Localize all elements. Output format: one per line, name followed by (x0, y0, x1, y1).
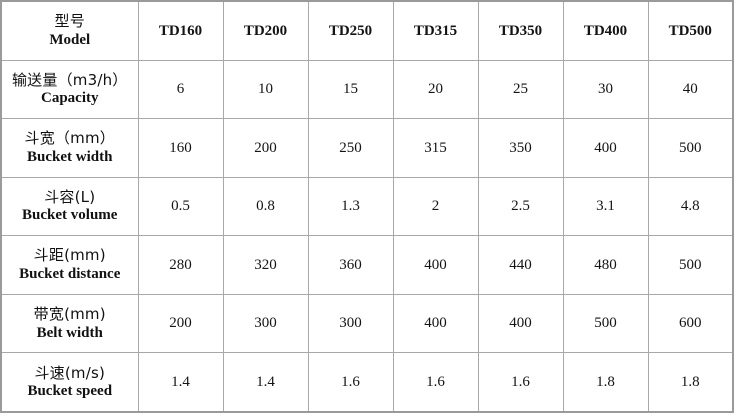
cell-belt-width-td500: 600 (647, 293, 734, 354)
table-row-capacity: 输送量（m3/h） Capacity 6 10 15 20 25 30 40 (0, 59, 734, 120)
row-label-en: Belt width (36, 324, 103, 341)
cell-bucket-speed-td160: 1.4 (137, 352, 224, 413)
table-row-bucket-width: 斗宽（mm） Bucket width 160 200 250 315 350 … (0, 118, 734, 178)
table-row-bucket-volume: 斗容(L) Bucket volume 0.5 0.8 1.3 2 2.5 3.… (0, 176, 734, 237)
bucket-elevator-spec-table: 型号 Model TD160 TD200 TD250 TD315 TD350 T… (0, 0, 734, 413)
row-label-cn: 输送量（m3/h） (11, 70, 128, 89)
cell-bucket-distance-td160: 280 (137, 235, 224, 295)
cell-bucket-width-td200: 200 (222, 118, 309, 178)
cell-capacity-td160: 6 (137, 59, 224, 120)
cell-bucket-width-td250: 250 (307, 118, 394, 178)
cell-bucket-volume-td315: 2 (392, 176, 479, 237)
cell-belt-width-td315: 400 (392, 293, 479, 354)
row-label-cn: 斗速(m/s) (34, 363, 106, 382)
header-model-td250: TD250 (307, 0, 394, 61)
cell-bucket-volume-td400: 3.1 (562, 176, 649, 237)
cell-capacity-td250: 15 (307, 59, 394, 120)
cell-belt-width-td160: 200 (137, 293, 224, 354)
header-label-cell: 型号 Model (0, 0, 139, 61)
row-label-cn: 斗宽（mm） (24, 129, 115, 148)
cell-bucket-width-td315: 315 (392, 118, 479, 178)
row-label-bucket-volume: 斗容(L) Bucket volume (0, 176, 139, 237)
cell-bucket-distance-td350: 440 (477, 235, 564, 295)
cell-bucket-volume-td500: 4.8 (647, 176, 734, 237)
cell-capacity-td200: 10 (222, 59, 309, 120)
table-row-belt-width: 带宽(mm) Belt width 200 300 300 400 400 50… (0, 293, 734, 354)
row-label-en: Bucket width (27, 148, 113, 165)
header-label-cn: 型号 (54, 12, 85, 31)
header-model-td160: TD160 (137, 0, 224, 61)
row-label-en: Capacity (41, 90, 99, 107)
cell-bucket-volume-td250: 1.3 (307, 176, 394, 237)
cell-bucket-speed-td315: 1.6 (392, 352, 479, 413)
cell-bucket-distance-td200: 320 (222, 235, 309, 295)
row-label-capacity: 输送量（m3/h） Capacity (0, 59, 139, 120)
row-label-cn: 带宽(mm) (33, 304, 106, 323)
cell-bucket-volume-td200: 0.8 (222, 176, 309, 237)
table-header-row: 型号 Model TD160 TD200 TD250 TD315 TD350 T… (0, 0, 734, 61)
header-model-td400: TD400 (562, 0, 649, 61)
table-row-bucket-speed: 斗速(m/s) Bucket speed 1.4 1.4 1.6 1.6 1.6… (0, 352, 734, 413)
row-label-bucket-speed: 斗速(m/s) Bucket speed (0, 352, 139, 413)
cell-bucket-speed-td400: 1.8 (562, 352, 649, 413)
row-label-belt-width: 带宽(mm) Belt width (0, 293, 139, 354)
cell-bucket-width-td350: 350 (477, 118, 564, 178)
cell-bucket-distance-td400: 480 (562, 235, 649, 295)
header-model-td350: TD350 (477, 0, 564, 61)
cell-bucket-volume-td350: 2.5 (477, 176, 564, 237)
header-model-td500: TD500 (647, 0, 734, 61)
cell-belt-width-td250: 300 (307, 293, 394, 354)
row-label-bucket-width: 斗宽（mm） Bucket width (0, 118, 139, 178)
cell-bucket-distance-td500: 500 (647, 235, 734, 295)
row-label-bucket-distance: 斗距(mm) Bucket distance (0, 235, 139, 295)
header-model-td200: TD200 (222, 0, 309, 61)
row-label-en: Bucket distance (19, 266, 121, 282)
cell-belt-width-td200: 300 (222, 293, 309, 354)
cell-bucket-speed-td250: 1.6 (307, 352, 394, 413)
cell-bucket-speed-td200: 1.4 (222, 352, 309, 413)
row-label-en: Bucket speed (27, 383, 113, 400)
cell-belt-width-td400: 500 (562, 293, 649, 354)
cell-bucket-distance-td250: 360 (307, 235, 394, 295)
cell-bucket-width-td160: 160 (137, 118, 224, 178)
cell-bucket-speed-td500: 1.8 (647, 352, 734, 413)
header-model-td315: TD315 (392, 0, 479, 61)
cell-bucket-volume-td160: 0.5 (137, 176, 224, 237)
cell-capacity-td315: 20 (392, 59, 479, 120)
cell-capacity-td350: 25 (477, 59, 564, 120)
cell-capacity-td500: 40 (647, 59, 734, 120)
cell-belt-width-td350: 400 (477, 293, 564, 354)
cell-bucket-distance-td315: 400 (392, 235, 479, 295)
table-row-bucket-distance: 斗距(mm) Bucket distance 280 320 360 400 4… (0, 235, 734, 295)
row-label-en: Bucket volume (22, 207, 118, 224)
row-label-cn: 斗容(L) (44, 187, 96, 206)
cell-capacity-td400: 30 (562, 59, 649, 120)
cell-bucket-speed-td350: 1.6 (477, 352, 564, 413)
header-label-en: Model (49, 31, 91, 48)
row-label-cn: 斗距(mm) (33, 246, 106, 265)
cell-bucket-width-td500: 500 (647, 118, 734, 178)
cell-bucket-width-td400: 400 (562, 118, 649, 178)
